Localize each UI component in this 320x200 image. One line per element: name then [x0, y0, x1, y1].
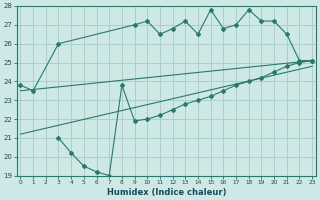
- X-axis label: Humidex (Indice chaleur): Humidex (Indice chaleur): [107, 188, 226, 197]
